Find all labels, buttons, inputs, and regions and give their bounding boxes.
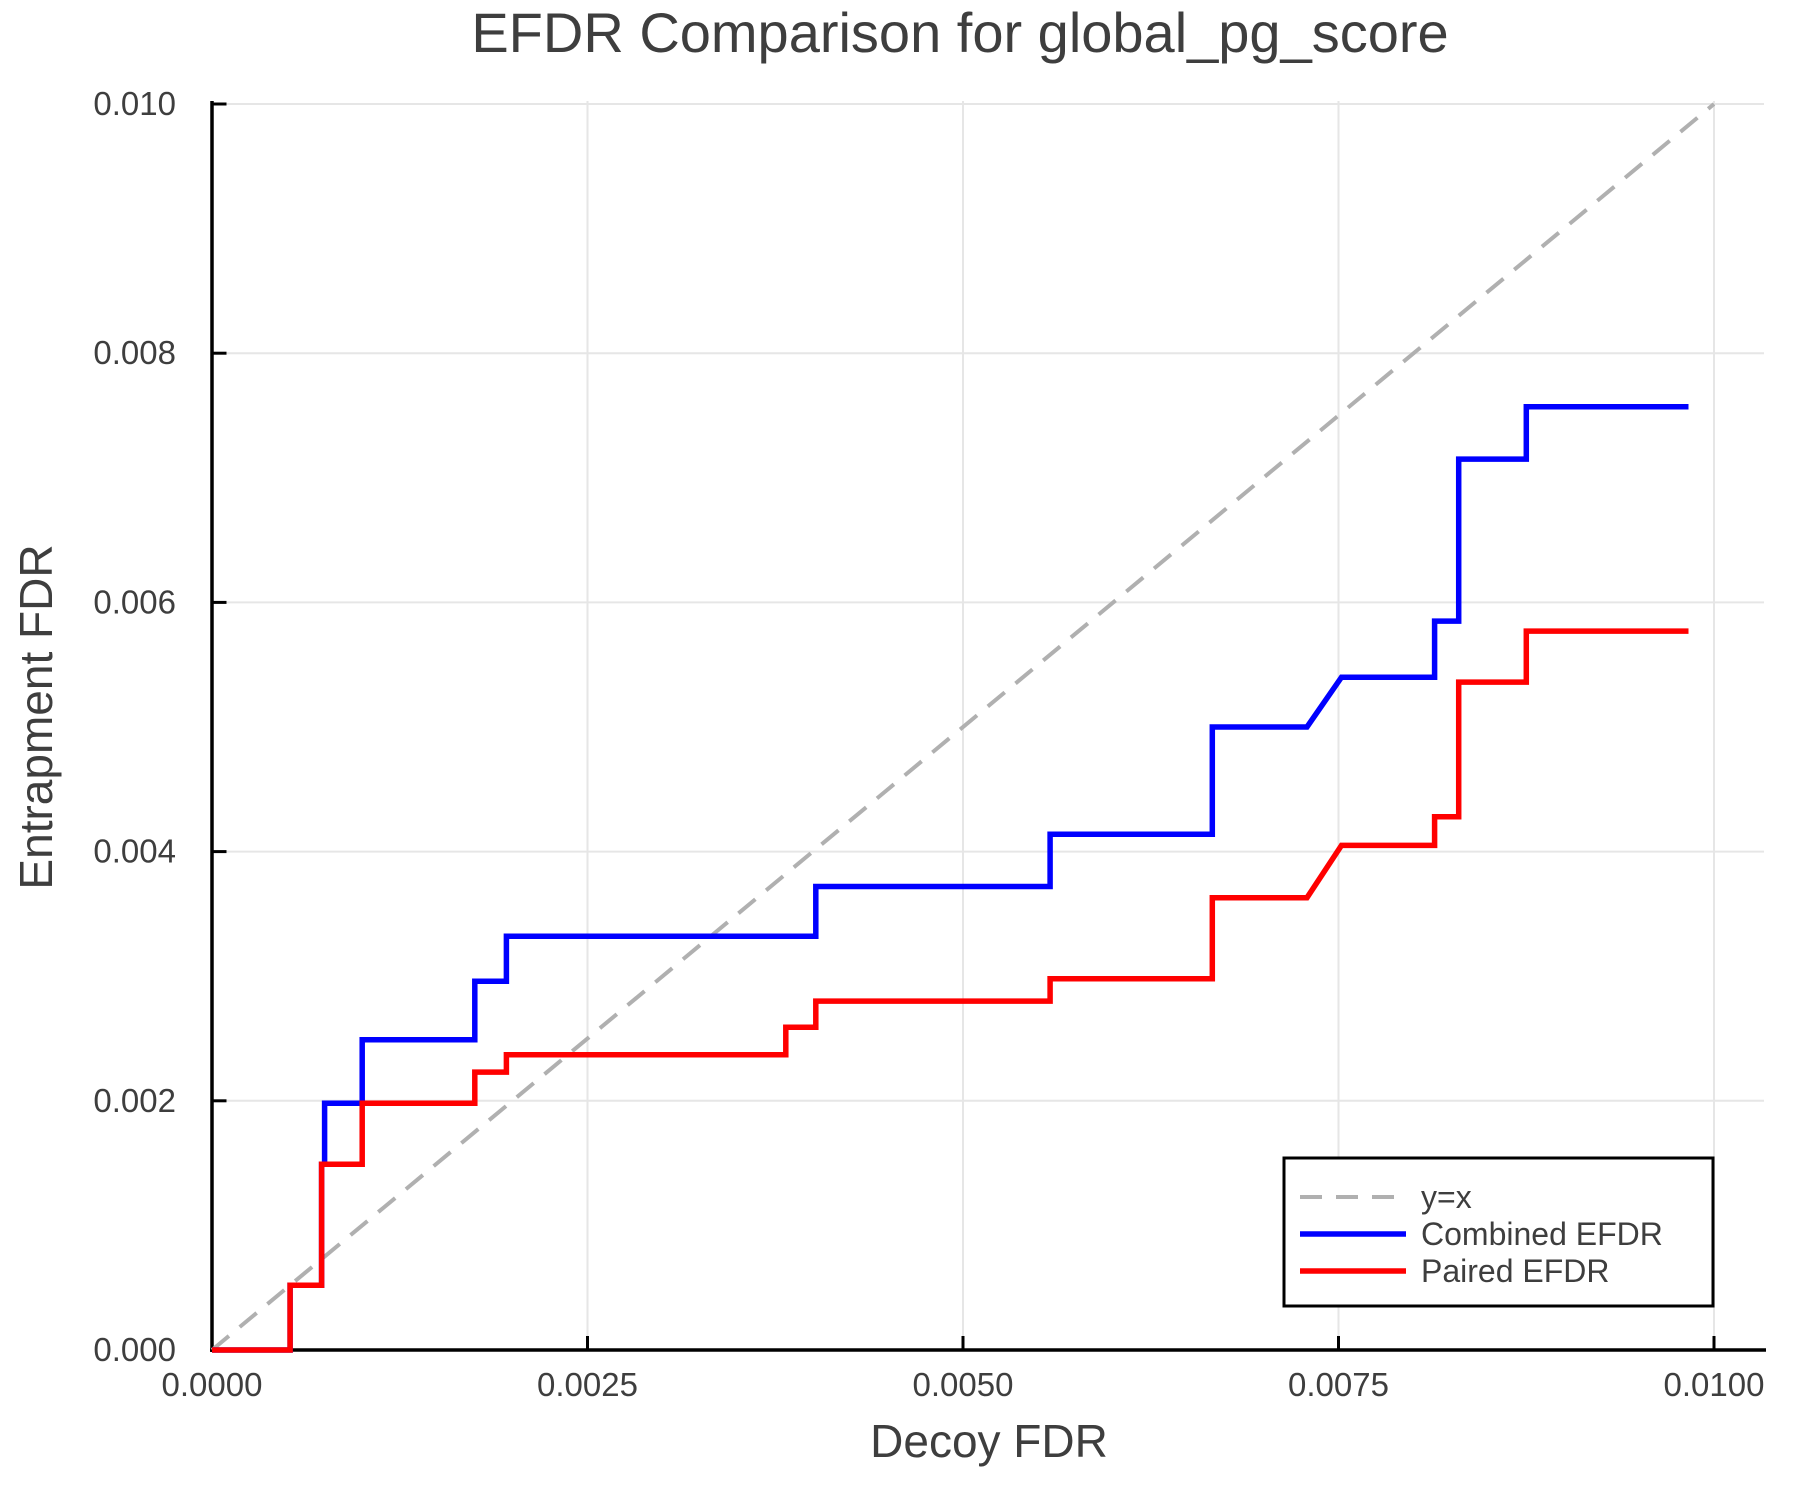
legend-label-combined: Combined EFDR (1421, 1216, 1663, 1252)
x-tick-label: 0.0100 (1664, 1366, 1765, 1403)
x-tick-label: 0.0025 (537, 1366, 638, 1403)
series-y-x (210, 102, 1716, 1352)
x-tick-label: 0.0075 (1288, 1366, 1389, 1403)
series-paired-efdr (212, 628, 1689, 1353)
y-tick-label: 0.010 (93, 85, 176, 122)
tick-layer: 0.0000 0.0025 0.0050 0.0075 0.0100 0.000 0.002… (93, 85, 1764, 1403)
legend: y=x Combined EFDR Paired EFDR (1282, 1156, 1715, 1308)
legend-label-paired: Paired EFDR (1421, 1253, 1610, 1289)
y-tick-label: 0.008 (93, 334, 176, 371)
y-tick-label: 0.004 (93, 833, 176, 870)
legend-label-identity: y=x (1421, 1179, 1472, 1215)
chart-title: EFDR Comparison for global_pg_score (471, 1, 1448, 64)
axes-spines (210, 101, 1766, 1352)
y-tick-label: 0.000 (93, 1331, 176, 1368)
y-tick-label: 0.006 (93, 583, 176, 620)
y-tick-label: 0.002 (93, 1082, 176, 1119)
series-layer (210, 102, 1716, 1353)
x-tick-label: 0.0000 (162, 1366, 263, 1403)
x-axis-label: Decoy FDR (870, 1415, 1108, 1467)
y-axis-label: Entrapment FDR (10, 544, 62, 889)
x-tick-label: 0.0050 (913, 1366, 1014, 1403)
